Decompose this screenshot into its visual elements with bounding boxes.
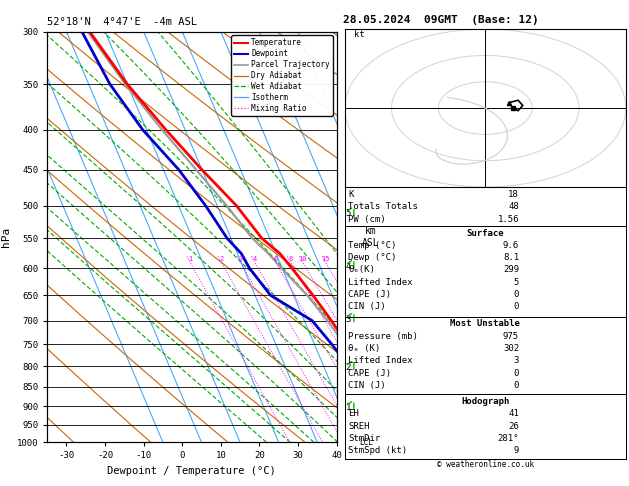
Text: Lifted Index: Lifted Index xyxy=(348,356,413,365)
Text: Lifted Index: Lifted Index xyxy=(348,278,413,287)
Text: 302: 302 xyxy=(503,344,519,353)
Text: 41: 41 xyxy=(508,409,519,418)
Text: CIN (J): CIN (J) xyxy=(348,302,386,312)
Text: Temp (°C): Temp (°C) xyxy=(348,241,397,250)
Text: kt: kt xyxy=(354,30,365,39)
Text: K: K xyxy=(348,190,354,199)
Text: © weatheronline.co.uk: © weatheronline.co.uk xyxy=(437,460,534,469)
Text: Most Unstable: Most Unstable xyxy=(450,319,520,329)
Text: 10: 10 xyxy=(299,256,307,262)
Text: PW (cm): PW (cm) xyxy=(348,215,386,224)
Text: Pressure (mb): Pressure (mb) xyxy=(348,331,418,341)
Text: StmSpd (kt): StmSpd (kt) xyxy=(348,446,408,455)
Text: 3: 3 xyxy=(238,256,243,262)
Text: 4: 4 xyxy=(253,256,257,262)
Text: 15: 15 xyxy=(321,256,330,262)
Text: Dewp (°C): Dewp (°C) xyxy=(348,253,397,262)
Text: Surface: Surface xyxy=(467,228,504,238)
Text: 18: 18 xyxy=(508,190,519,199)
Text: 299: 299 xyxy=(503,265,519,275)
Text: 8: 8 xyxy=(289,256,292,262)
Text: CAPE (J): CAPE (J) xyxy=(348,290,391,299)
Text: 1.56: 1.56 xyxy=(498,215,519,224)
Text: 975: 975 xyxy=(503,331,519,341)
Text: 281°: 281° xyxy=(498,434,519,443)
Text: 9.6: 9.6 xyxy=(503,241,519,250)
Text: 3: 3 xyxy=(514,356,519,365)
Text: CAPE (J): CAPE (J) xyxy=(348,368,391,378)
Text: Totals Totals: Totals Totals xyxy=(348,202,418,211)
Text: 6: 6 xyxy=(274,256,277,262)
X-axis label: Dewpoint / Temperature (°C): Dewpoint / Temperature (°C) xyxy=(108,466,276,476)
Text: CIN (J): CIN (J) xyxy=(348,381,386,390)
Legend: Temperature, Dewpoint, Parcel Trajectory, Dry Adiabat, Wet Adiabat, Isotherm, Mi: Temperature, Dewpoint, Parcel Trajectory… xyxy=(231,35,333,116)
Text: 0: 0 xyxy=(514,302,519,312)
Y-axis label: hPa: hPa xyxy=(1,227,11,247)
Text: 52°18'N  4°47'E  -4m ASL: 52°18'N 4°47'E -4m ASL xyxy=(47,17,197,27)
Y-axis label: km
ASL: km ASL xyxy=(362,226,379,248)
Text: 5: 5 xyxy=(514,278,519,287)
Text: θₑ (K): θₑ (K) xyxy=(348,344,381,353)
Text: 2: 2 xyxy=(219,256,223,262)
Text: 28.05.2024  09GMT  (Base: 12): 28.05.2024 09GMT (Base: 12) xyxy=(343,15,538,25)
Text: 8.1: 8.1 xyxy=(503,253,519,262)
Text: 0: 0 xyxy=(514,290,519,299)
Text: 0: 0 xyxy=(514,368,519,378)
Text: 1: 1 xyxy=(188,256,192,262)
Text: Hodograph: Hodograph xyxy=(461,397,509,406)
Text: LCL: LCL xyxy=(360,438,374,447)
Text: 48: 48 xyxy=(508,202,519,211)
Text: StmDir: StmDir xyxy=(348,434,381,443)
Text: EH: EH xyxy=(348,409,359,418)
Text: 26: 26 xyxy=(508,422,519,431)
Text: θₑ(K): θₑ(K) xyxy=(348,265,376,275)
Text: SREH: SREH xyxy=(348,422,370,431)
Text: 9: 9 xyxy=(514,446,519,455)
Text: 0: 0 xyxy=(514,381,519,390)
